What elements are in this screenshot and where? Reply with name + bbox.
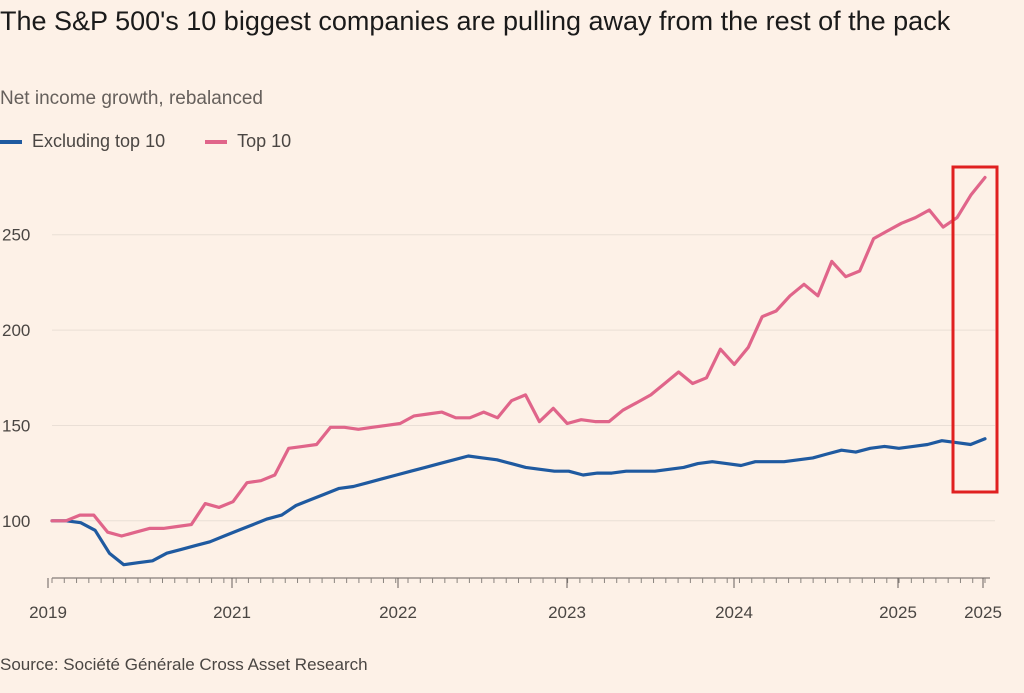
y-tick-label: 250	[2, 226, 30, 245]
legend-label-top10: Top 10	[237, 131, 292, 151]
y-tick-label: 200	[2, 321, 30, 340]
chart-subtitle: Net income growth, rebalanced	[0, 88, 263, 109]
x-tick-label: 2023	[548, 603, 586, 622]
x-tick-label: 2021	[213, 603, 251, 622]
legend: Excluding top 10 Top 10	[0, 131, 331, 152]
x-tick-label: 2025	[964, 603, 1002, 622]
y-tick-label: 150	[2, 416, 30, 435]
legend-swatch-top10	[205, 139, 228, 144]
x-tick-label: 2019	[29, 603, 67, 622]
legend-label-excluding: Excluding top 10	[32, 131, 166, 151]
x-tick-label: 2022	[379, 603, 417, 622]
x-tick-label: 2025	[879, 603, 917, 622]
chart-title: The S&P 500's 10 biggest companies are p…	[0, 6, 951, 36]
series-line-excluding-top-10	[50, 437, 987, 567]
legend-item-excluding: Excluding top 10	[0, 131, 165, 152]
highlight-box	[951, 165, 999, 494]
series-line-top-10	[50, 175, 987, 538]
legend-item-top10: Top 10	[205, 131, 291, 152]
legend-swatch-excluding	[0, 139, 22, 144]
source-note: Source: Société Générale Cross Asset Res…	[0, 655, 368, 674]
y-tick-label: 100	[2, 512, 30, 531]
x-tick-label: 2024	[715, 603, 753, 622]
